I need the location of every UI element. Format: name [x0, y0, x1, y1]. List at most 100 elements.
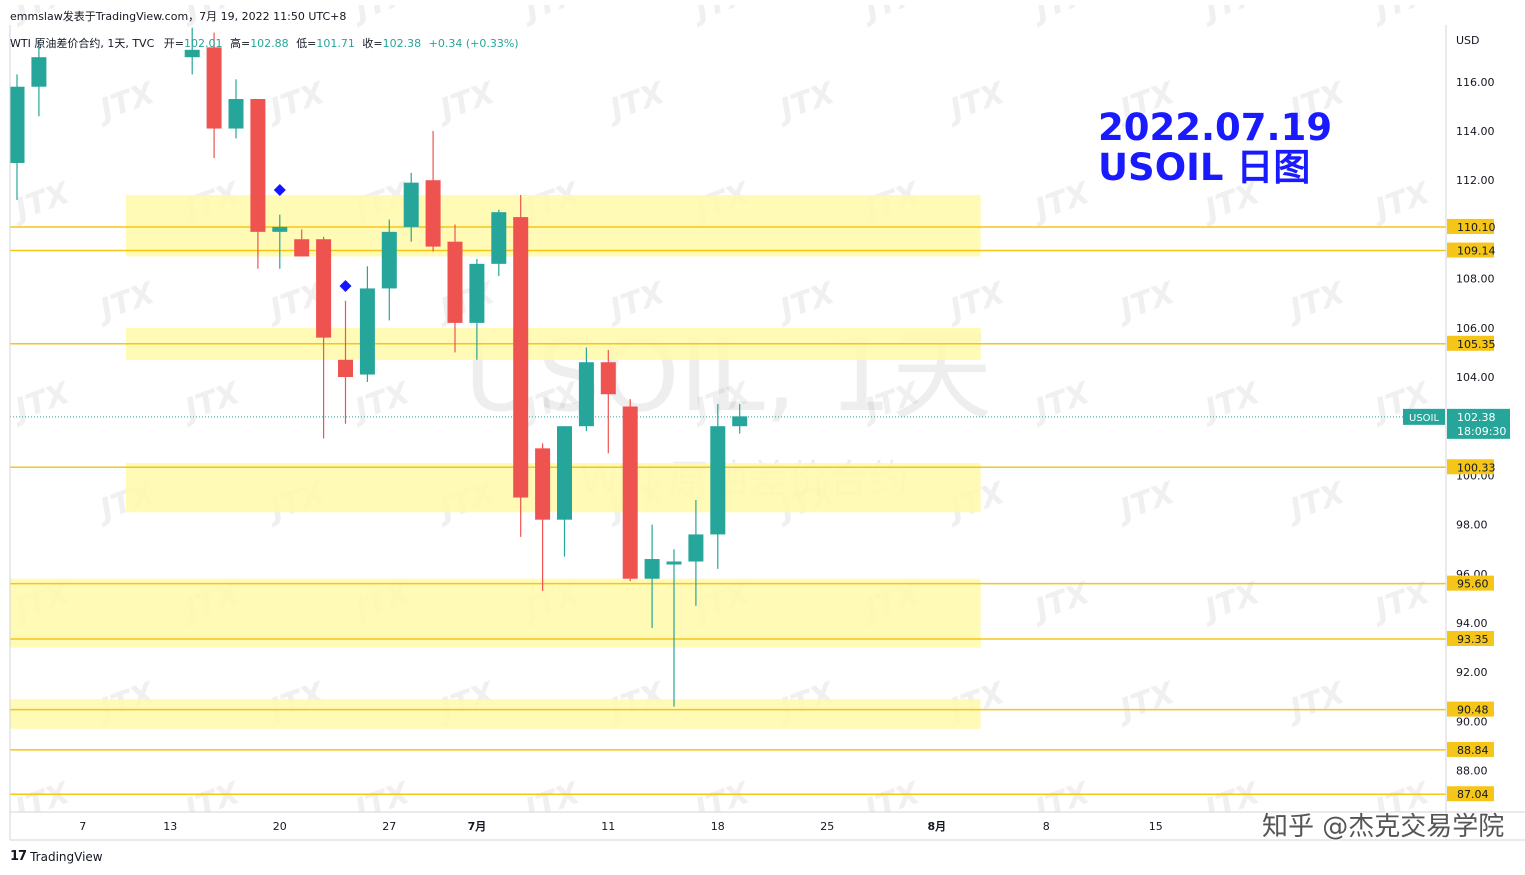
tradingview-logo[interactable]: 17 TradingView	[10, 849, 103, 864]
jtx-watermark: JTX	[1026, 375, 1096, 429]
jtx-watermark: JTX	[1111, 475, 1181, 529]
price-tick-label: 88.00	[1456, 765, 1488, 778]
jtx-watermark: JTX	[1196, 375, 1266, 429]
jtx-watermark: JTX	[1026, 175, 1096, 229]
annotation-date: 2022.07.19	[1098, 106, 1333, 149]
level-label-bg	[1447, 741, 1494, 757]
current-price-label-bg	[1447, 408, 1510, 439]
candle-body	[381, 231, 397, 289]
candle-body	[578, 362, 594, 427]
symbol-description: WTI 原油差价合约, 1天, TVC	[10, 37, 155, 50]
candle-body	[294, 239, 310, 257]
time-tick-label: 8月	[927, 820, 946, 833]
time-tick-label: 25	[820, 820, 834, 833]
price-tick-label: 114.00	[1456, 125, 1495, 138]
sr-zone	[10, 699, 981, 729]
jtx-watermark: JTX	[1281, 475, 1351, 529]
candle-body	[513, 217, 529, 498]
sr-zone	[126, 463, 981, 513]
candle-body	[316, 239, 332, 338]
candle-body	[250, 99, 266, 232]
high-label: 高=	[229, 37, 251, 50]
level-label-bg	[1447, 459, 1494, 475]
price-tick-label: 104.00	[1456, 371, 1495, 384]
jtx-watermark: JTX	[516, 775, 586, 829]
jtx-watermark: JTX	[1281, 275, 1351, 329]
diamond-marker	[273, 184, 286, 197]
jtx-watermark: JTX	[1111, 275, 1181, 329]
jtx-watermark: JTX	[601, 75, 671, 129]
candle-body	[359, 288, 375, 375]
candle-body	[469, 263, 485, 323]
time-tick-label: 11	[601, 820, 615, 833]
jtx-watermark: JTX	[686, 0, 756, 29]
time-tick-label: 15	[1149, 820, 1163, 833]
candle-body	[688, 534, 704, 562]
level-label: 105.35	[1457, 338, 1496, 351]
jtx-watermark: JTX	[856, 775, 926, 829]
time-tick-label: 7月	[468, 820, 487, 833]
jtx-watermark: JTX	[6, 375, 76, 429]
jtx-watermark: JTX	[261, 75, 331, 129]
candles	[10, 27, 748, 707]
jtx-watermark: JTX	[1026, 0, 1096, 29]
candle-body	[710, 426, 726, 535]
jtx-watermark: JTX	[1111, 675, 1181, 729]
tradingview-logo-text: TradingView	[30, 849, 103, 864]
candle-body	[10, 86, 25, 163]
candle-body	[425, 180, 441, 247]
jtx-watermark: JTX	[91, 75, 161, 129]
tradingview-logo-icon: 17	[10, 849, 27, 864]
jtx-watermark: JTX	[346, 0, 416, 29]
jtx-watermark: JTX	[941, 75, 1011, 129]
price-tick-label: 94.00	[1456, 617, 1488, 630]
jtx-watermark: JTX	[91, 275, 161, 329]
low-label: 低=	[296, 37, 317, 50]
current-price-label: 102.38	[1457, 411, 1496, 424]
time-tick-label: 27	[382, 820, 396, 833]
level-label-bg	[1447, 335, 1494, 351]
annotation-symbol: USOIL 日图	[1098, 146, 1311, 189]
candle-body	[732, 416, 748, 427]
time-tick-label: 8	[1043, 820, 1050, 833]
jtx-watermark: JTX	[1366, 0, 1436, 29]
symbol-label: USOIL	[1409, 413, 1439, 424]
level-label-bg	[1447, 630, 1494, 646]
high-value: 102.88	[250, 37, 289, 50]
time-tick-label: 18	[711, 820, 725, 833]
level-label-bg	[1447, 575, 1494, 591]
level-label: 93.35	[1457, 633, 1489, 646]
jtx-watermark: JTX	[431, 75, 501, 129]
level-label-bg	[1447, 218, 1494, 234]
sr-zone	[10, 578, 981, 648]
jtx-watermark: JTX	[176, 375, 246, 429]
jtx-watermark: JTX	[771, 75, 841, 129]
low-value: 101.71	[316, 37, 355, 50]
jtx-watermark: JTX	[346, 775, 416, 829]
price-tick-label: 106.00	[1456, 322, 1495, 335]
close-value: 102.38	[382, 37, 422, 50]
jtx-watermark: JTX	[1281, 675, 1351, 729]
jtx-watermark: JTX	[176, 775, 246, 829]
level-label: 100.33	[1457, 461, 1496, 474]
jtx-watermark: JTX	[1366, 175, 1436, 229]
jtx-watermark: JTX	[346, 375, 416, 429]
time-tick-label: 20	[273, 820, 287, 833]
level-label: 95.60	[1457, 578, 1489, 591]
candle-body	[557, 426, 572, 520]
candle-body	[228, 99, 244, 129]
level-label: 88.84	[1457, 744, 1489, 757]
symbol-label-bg	[1403, 408, 1445, 425]
price-tick-label: 108.00	[1456, 273, 1495, 286]
level-label: 87.04	[1457, 788, 1489, 801]
candle-body	[600, 362, 616, 395]
candle-body	[272, 226, 288, 232]
jtx-watermark: JTX	[1196, 0, 1266, 29]
sr-zone	[126, 194, 981, 257]
jtx-watermark: JTX	[6, 775, 76, 829]
candle-body	[666, 561, 682, 565]
level-label: 109.14	[1457, 245, 1496, 258]
open-value: 102.01	[183, 37, 223, 50]
jtx-watermark: JTX	[516, 0, 586, 29]
